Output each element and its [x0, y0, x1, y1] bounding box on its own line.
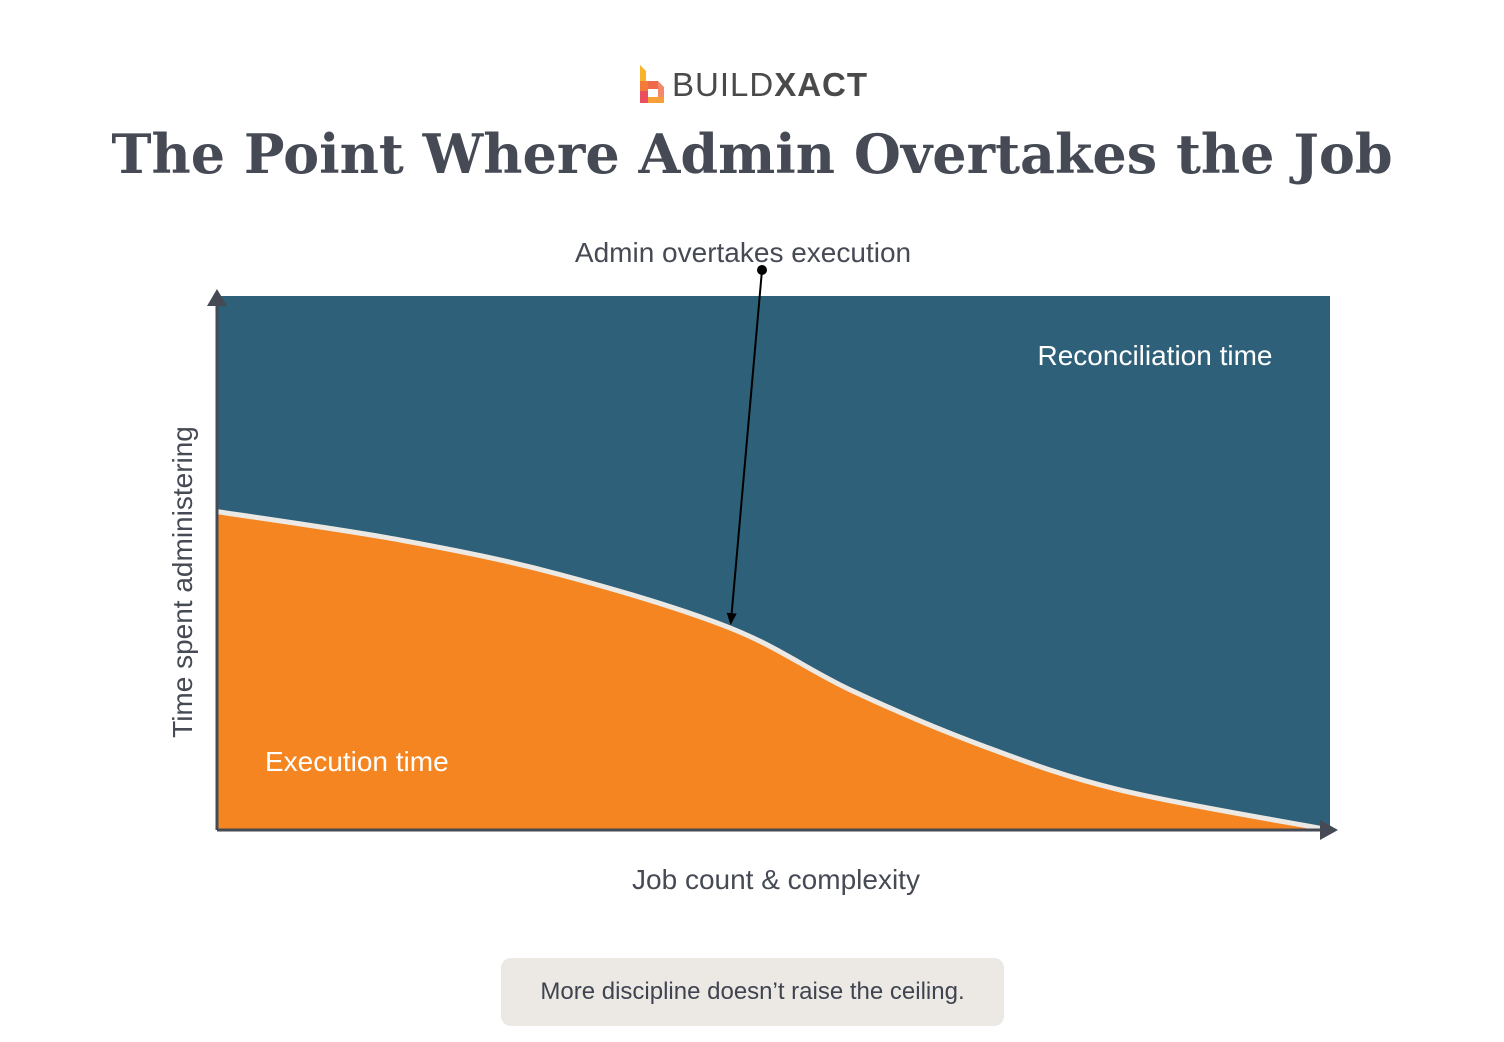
x-axis-arrow-icon — [1320, 820, 1338, 840]
buildxact-logo: BUILDXACT — [638, 62, 868, 108]
execution-area — [218, 511, 1330, 830]
y-axis-arrow-icon — [207, 289, 227, 306]
annotation-arrow — [730, 269, 763, 616]
logo-text: BUILDXACT — [672, 66, 869, 103]
annotation-arrowhead-icon — [726, 612, 737, 626]
series-label-reconciliation: Reconciliation time — [1038, 340, 1273, 371]
x-axis-label: Job count & complexity — [632, 864, 920, 895]
series-label-execution: Execution time — [265, 746, 449, 777]
logo-mark-icon — [640, 65, 664, 103]
y-axis-label: Time spent administering — [167, 426, 198, 738]
annotation-label: Admin overtakes execution — [575, 237, 911, 268]
boundary-line — [217, 509, 1331, 833]
page-title: The Point Where Admin Overtakes the Job — [111, 122, 1393, 186]
callout-note: More discipline doesn’t raise the ceilin… — [501, 958, 1004, 1026]
